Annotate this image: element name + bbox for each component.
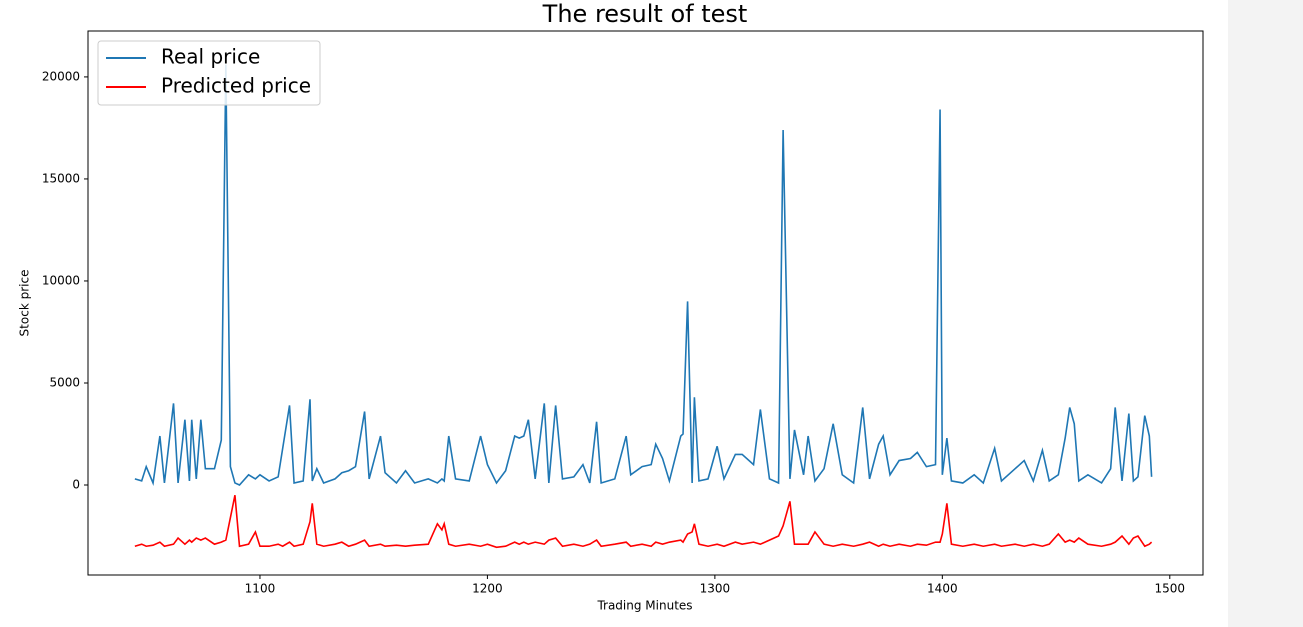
y-axis-label: Stock price — [18, 270, 32, 337]
y-tick-label: 5000 — [49, 375, 80, 389]
x-tick-label: 1500 — [1155, 582, 1186, 596]
x-tick-label: 1200 — [472, 582, 503, 596]
legend-box — [97, 40, 321, 106]
x-tick-label: 1100 — [245, 582, 276, 596]
y-tick-label: 15000 — [42, 171, 80, 185]
x-tick-label: 1300 — [700, 582, 731, 596]
chart-title: The result of test — [542, 0, 748, 28]
x-tick-label: 1400 — [927, 582, 958, 596]
side-band — [1228, 0, 1303, 627]
plot-frame — [87, 30, 1204, 576]
y-tick-label: 20000 — [42, 69, 80, 83]
legend-label: Real price — [161, 45, 260, 69]
y-tick-label: 0 — [72, 478, 80, 492]
legend-label: Predicted price — [161, 74, 311, 98]
series-line — [134, 64, 1153, 486]
series-line — [134, 495, 1153, 549]
x-axis-label: Trading Minutes — [596, 599, 692, 613]
y-tick-label: 10000 — [42, 273, 80, 287]
